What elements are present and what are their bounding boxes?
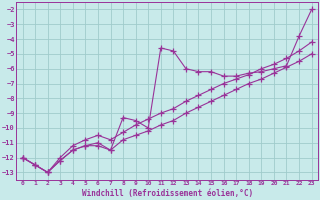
X-axis label: Windchill (Refroidissement éolien,°C): Windchill (Refroidissement éolien,°C) (82, 189, 252, 198)
